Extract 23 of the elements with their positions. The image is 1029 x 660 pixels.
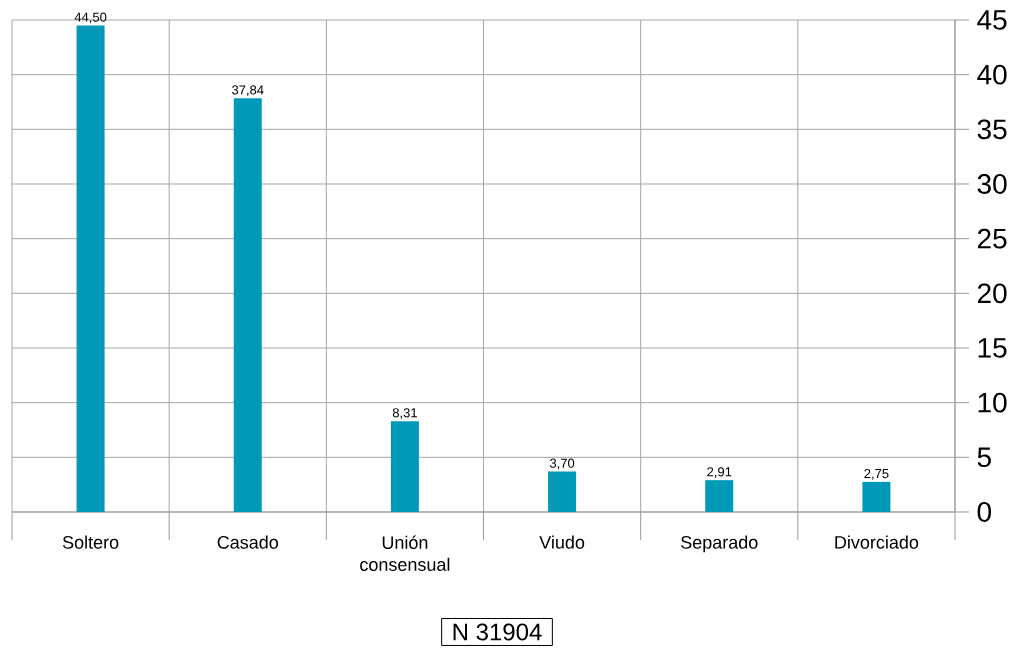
data-label: 2,75	[864, 468, 889, 480]
text: N 31904	[453, 623, 542, 641]
y-tick-label: 10	[978, 392, 1007, 413]
y-tick-label: 30	[977, 174, 1007, 194]
y-tick-label: 45	[977, 10, 1007, 30]
y-tick-label: 0	[977, 502, 992, 522]
x-tick-label: Soltero	[62, 535, 119, 549]
x-tick-label: Divorciado	[835, 535, 919, 549]
data-label: 44,50	[74, 12, 107, 24]
data-label: 8,31	[392, 408, 417, 419]
x-tick-label: Viudo	[539, 535, 585, 549]
data-label: 37,84	[231, 85, 264, 97]
y-tick-label: 5	[977, 447, 991, 468]
x-tick-label: Separado	[681, 535, 758, 553]
x-tick-label: Unión consensual	[360, 535, 450, 571]
x-tick-label: Casado	[217, 535, 279, 549]
data-label: 2,91	[707, 467, 732, 478]
data-label: 3,70	[549, 458, 575, 470]
y-tick-label: 20	[977, 283, 1007, 304]
y-tick-label: 15	[978, 338, 1007, 358]
y-tick-label: 40	[977, 64, 1007, 85]
y-tick-label: 25	[977, 228, 1007, 249]
y-tick-label: 35	[977, 119, 1007, 140]
